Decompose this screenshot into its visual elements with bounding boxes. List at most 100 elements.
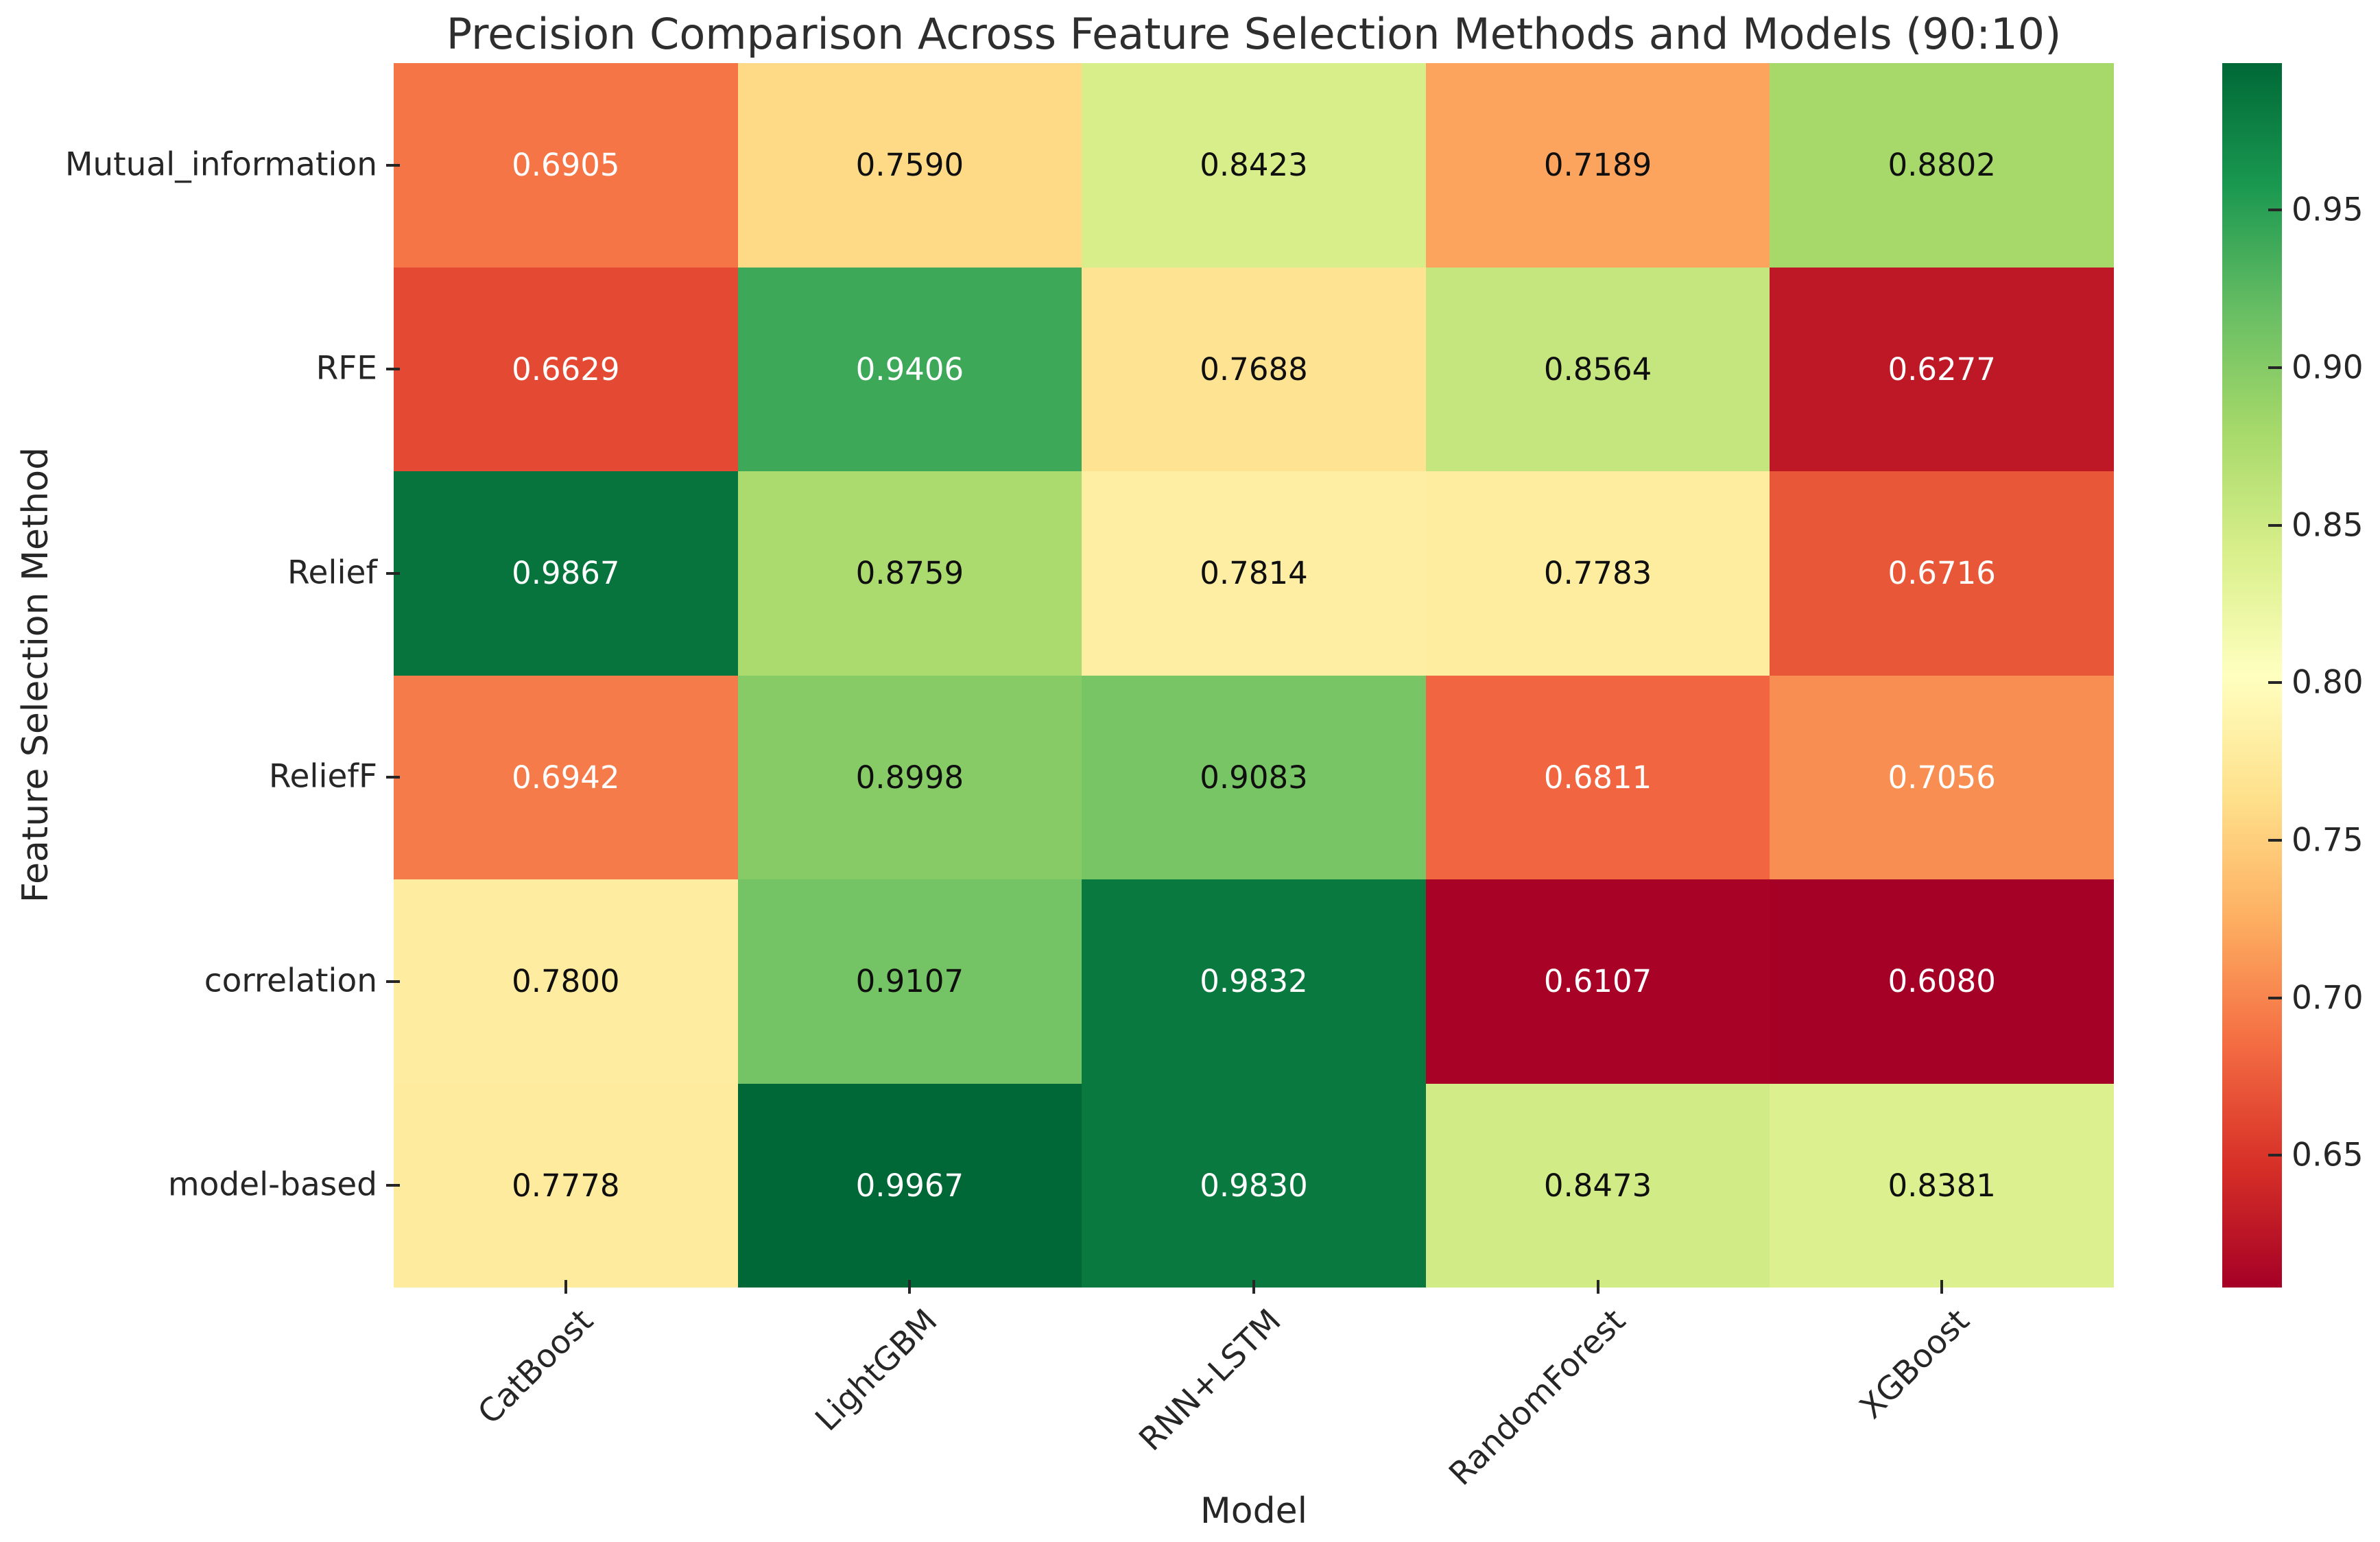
- x-tick-label: LightGBM: [808, 1302, 945, 1439]
- heatmap-cell: 0.9107: [737, 879, 1082, 1084]
- heatmap-cell: 0.6942: [394, 675, 738, 879]
- heatmap-cell: 0.9406: [737, 267, 1082, 471]
- cell-value: 0.7056: [1888, 759, 1996, 796]
- tick-mark: [908, 1280, 912, 1294]
- x-tick-label: CatBoost: [471, 1302, 601, 1432]
- cell-value: 0.9406: [855, 351, 964, 388]
- colorbar-tick-label: 0.95: [2292, 191, 2364, 229]
- colorbar-gradient: [2222, 63, 2282, 1288]
- heatmap-cell: 0.6107: [1425, 879, 1770, 1084]
- y-tick-label: correlation: [204, 962, 377, 1000]
- heatmap-cell: 0.8423: [1082, 63, 1426, 268]
- heatmap-cell: 0.7783: [1425, 471, 1770, 676]
- heatmap-cell: 0.6277: [1770, 267, 2114, 471]
- colorbar-tick-label: 0.90: [2292, 348, 2364, 387]
- tick-mark: [2268, 366, 2282, 370]
- x-axis-label: Model: [1200, 1491, 1308, 1532]
- cell-value: 0.8381: [1888, 1167, 1996, 1204]
- tick-mark: [2268, 838, 2282, 842]
- cell-value: 0.9083: [1200, 759, 1308, 796]
- tick-mark: [2268, 209, 2282, 212]
- cell-value: 0.7800: [512, 963, 620, 1000]
- x-tick-label: XGBoost: [1852, 1302, 1977, 1427]
- cell-value: 0.7783: [1543, 555, 1652, 592]
- colorbar-tick-label: 0.85: [2292, 506, 2364, 545]
- heatmap-cell: 0.9083: [1082, 675, 1426, 879]
- heatmap-cell: 0.7056: [1770, 675, 2114, 879]
- y-tick-label: Mutual_information: [64, 145, 377, 184]
- y-axis-label: Feature Selection Method: [15, 447, 56, 903]
- chart-title: Precision Comparison Across Feature Sele…: [446, 9, 2062, 59]
- heatmap-cell: 0.6080: [1770, 879, 2114, 1084]
- heatmap-cell: 0.8473: [1425, 1083, 1770, 1288]
- heatmap-cell: 0.6811: [1425, 675, 1770, 879]
- tick-mark: [564, 1280, 567, 1294]
- tick-mark: [1596, 1280, 1599, 1294]
- cell-value: 0.8473: [1543, 1167, 1652, 1204]
- heatmap-cell: 0.7189: [1425, 63, 1770, 268]
- cell-value: 0.6942: [512, 759, 620, 796]
- heatmap-cell: 0.7814: [1082, 471, 1426, 676]
- cell-value: 0.7778: [512, 1167, 620, 1204]
- cell-value: 0.7590: [855, 147, 964, 184]
- heatmap-cell: 0.6905: [394, 63, 738, 268]
- heatmap-cell: 0.8802: [1770, 63, 2114, 268]
- cell-value: 0.7189: [1543, 147, 1652, 184]
- tick-mark: [386, 776, 400, 779]
- cell-value: 0.8423: [1200, 147, 1308, 184]
- colorbar-tick-label: 0.65: [2292, 1136, 2364, 1174]
- cell-value: 0.9830: [1200, 1167, 1308, 1204]
- heatmap-grid: 0.6905 0.7590 0.8423 0.7189 0.8802 0.6629 0.94…: [394, 63, 2114, 1288]
- tick-mark: [386, 368, 400, 371]
- cell-value: 0.8802: [1888, 147, 1996, 184]
- tick-mark: [386, 163, 400, 167]
- cell-value: 0.9107: [855, 963, 964, 1000]
- x-tick-label: RandomForest: [1442, 1302, 1633, 1493]
- y-tick-label: model-based: [167, 1165, 377, 1204]
- heatmap-cell: 0.6629: [394, 267, 738, 471]
- x-tick-label: RNN+LSTM: [1132, 1302, 1289, 1459]
- colorbar-tick-label: 0.70: [2292, 979, 2364, 1017]
- cell-value: 0.6277: [1888, 351, 1996, 388]
- heatmap-cell: 0.7800: [394, 879, 738, 1084]
- heatmap-cell: 0.7590: [737, 63, 1082, 268]
- tick-mark: [2268, 1154, 2282, 1157]
- cell-value: 0.6716: [1888, 555, 1996, 592]
- tick-mark: [1252, 1280, 1255, 1294]
- cell-value: 0.9867: [512, 555, 620, 592]
- heatmap-cell: 0.8381: [1770, 1083, 2114, 1288]
- heatmap-cell: 0.8564: [1425, 267, 1770, 471]
- tick-mark: [2268, 996, 2282, 999]
- heatmap-cell: 0.8759: [737, 471, 1082, 676]
- cell-value: 0.6629: [512, 351, 620, 388]
- tick-mark: [386, 1184, 400, 1187]
- tick-mark: [2268, 523, 2282, 527]
- y-tick-label: RFE: [316, 349, 377, 388]
- colorbar-tick-label: 0.80: [2292, 663, 2364, 702]
- cell-value: 0.6811: [1543, 759, 1652, 796]
- cell-value: 0.6905: [512, 147, 620, 184]
- tick-mark: [386, 571, 400, 575]
- cell-value: 0.8998: [855, 759, 964, 796]
- tick-mark: [386, 980, 400, 983]
- cell-value: 0.6080: [1888, 963, 1996, 1000]
- heatmap-cell: 0.9832: [1082, 879, 1426, 1084]
- heatmap-cell: 0.9967: [737, 1083, 1082, 1288]
- y-tick-label: Relief: [287, 554, 377, 592]
- cell-value: 0.8759: [855, 555, 964, 592]
- heatmap-cell: 0.9867: [394, 471, 738, 676]
- tick-mark: [1940, 1280, 1944, 1294]
- colorbar-tick-label: 0.75: [2292, 821, 2364, 859]
- y-tick-label: ReliefF: [268, 757, 377, 796]
- heatmap-cell: 0.6716: [1770, 471, 2114, 676]
- cell-value: 0.8564: [1543, 351, 1652, 388]
- cell-value: 0.7814: [1200, 555, 1308, 592]
- cell-value: 0.7688: [1200, 351, 1308, 388]
- heatmap-cell: 0.7688: [1082, 267, 1426, 471]
- heatmap-cell: 0.8998: [737, 675, 1082, 879]
- cell-value: 0.9832: [1200, 963, 1308, 1000]
- cell-value: 0.9967: [855, 1167, 964, 1204]
- cell-value: 0.6107: [1543, 963, 1652, 1000]
- heatmap-cell: 0.9830: [1082, 1083, 1426, 1288]
